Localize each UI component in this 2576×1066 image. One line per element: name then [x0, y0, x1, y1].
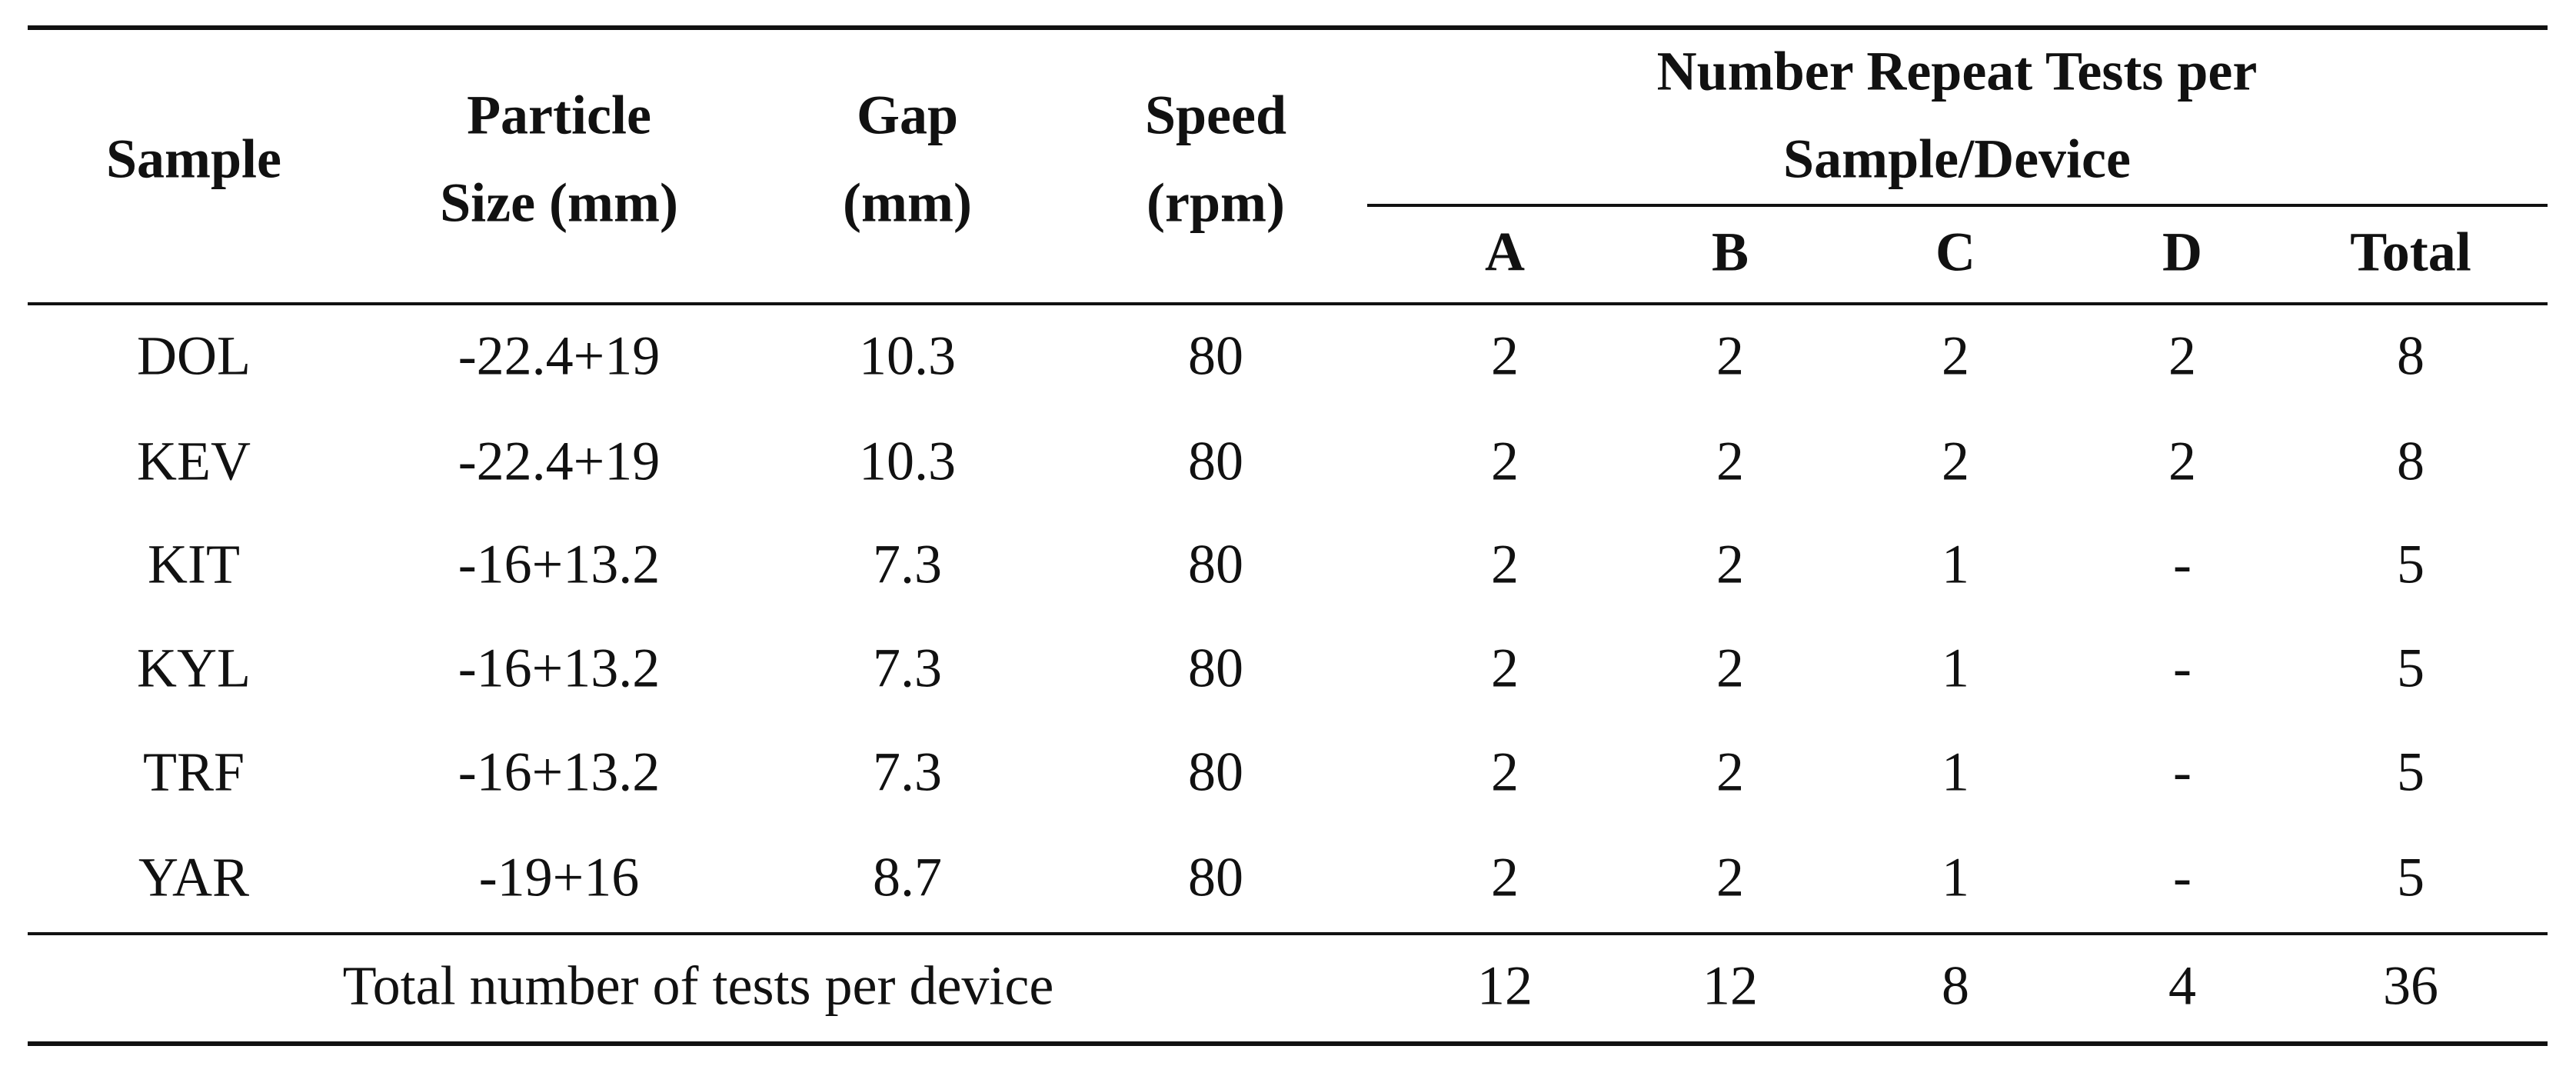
cell: 2 — [1716, 847, 1744, 908]
column-header: Speed — [1145, 85, 1286, 146]
column-header: (rpm) — [1147, 172, 1285, 234]
subcolumn-header: C — [1935, 222, 1975, 283]
cell: 7.3 — [873, 534, 942, 595]
cell: 80 — [1188, 638, 1243, 699]
footer-cell: 4 — [2168, 955, 2196, 1017]
cell: 1 — [1942, 638, 1969, 699]
footer-cell: 36 — [2383, 955, 2438, 1017]
cell: -22.4+19 — [458, 431, 661, 492]
subcolumn-header: Total — [2350, 222, 2471, 283]
cell: 8.7 — [873, 847, 942, 908]
footer-cell: 12 — [1477, 955, 1533, 1017]
cell: -16+13.2 — [458, 741, 661, 803]
cell: 2 — [1716, 741, 1744, 803]
cell: -16+13.2 — [458, 534, 661, 595]
column-header: Sample — [106, 128, 281, 190]
column-header: Particle — [467, 85, 651, 146]
cell: 7.3 — [873, 741, 942, 803]
cell: 80 — [1188, 325, 1243, 387]
cell: 80 — [1188, 534, 1243, 595]
cell: 1 — [1942, 741, 1969, 803]
cell: 2 — [1942, 431, 1969, 492]
cell: -22.4+19 — [458, 325, 661, 387]
cell: 5 — [2397, 741, 2425, 803]
cell: KYL — [137, 638, 251, 699]
cell: -16+13.2 — [458, 638, 661, 699]
cell: 2 — [1491, 847, 1519, 908]
cell: - — [2173, 741, 2192, 803]
cell: 2 — [1491, 741, 1519, 803]
footer-cell: 8 — [1942, 955, 1969, 1017]
cell: 2 — [1716, 431, 1744, 492]
cell: YAR — [138, 847, 249, 908]
cell: 2 — [1942, 325, 1969, 387]
subcolumn-header: D — [2162, 222, 2202, 283]
cell: 10.3 — [859, 431, 956, 492]
cell: 1 — [1942, 847, 1969, 908]
cell: KEV — [137, 431, 251, 492]
cell: 80 — [1188, 431, 1243, 492]
cell: -19+16 — [479, 847, 640, 908]
cell: 2 — [1491, 638, 1519, 699]
cell: TRF — [143, 741, 245, 803]
cell: 1 — [1942, 534, 1969, 595]
group-header: Sample/Device — [1783, 128, 2131, 190]
footer-label: Total number of tests per device — [343, 955, 1054, 1017]
cell: 7.3 — [873, 638, 942, 699]
cell: 2 — [1491, 431, 1519, 492]
column-header: Gap — [857, 85, 958, 146]
column-header: (mm) — [843, 172, 972, 234]
cell: 2 — [1491, 534, 1519, 595]
cell: - — [2173, 847, 2192, 908]
cell: 2 — [2168, 431, 2196, 492]
cell: KIT — [148, 534, 240, 595]
cell: 5 — [2397, 534, 2425, 595]
cell: 80 — [1188, 847, 1243, 908]
cell: - — [2173, 534, 2192, 595]
cell: 10.3 — [859, 325, 956, 387]
column-header: Size (mm) — [440, 172, 678, 234]
subcolumn-header: A — [1485, 222, 1525, 283]
cell: 2 — [1716, 325, 1744, 387]
cell: 2 — [1716, 534, 1744, 595]
cell: - — [2173, 638, 2192, 699]
cell: 80 — [1188, 741, 1243, 803]
cell: 5 — [2397, 847, 2425, 908]
group-header: Number Repeat Tests per — [1657, 41, 2258, 102]
cell: 8 — [2397, 325, 2425, 387]
cell: 8 — [2397, 431, 2425, 492]
cell: 2 — [1716, 638, 1744, 699]
subcolumn-header: B — [1712, 222, 1749, 283]
footer-cell: 12 — [1702, 955, 1758, 1017]
cell: 2 — [1491, 325, 1519, 387]
cell: DOL — [137, 325, 251, 387]
cell: 2 — [2168, 325, 2196, 387]
cell: 5 — [2397, 638, 2425, 699]
